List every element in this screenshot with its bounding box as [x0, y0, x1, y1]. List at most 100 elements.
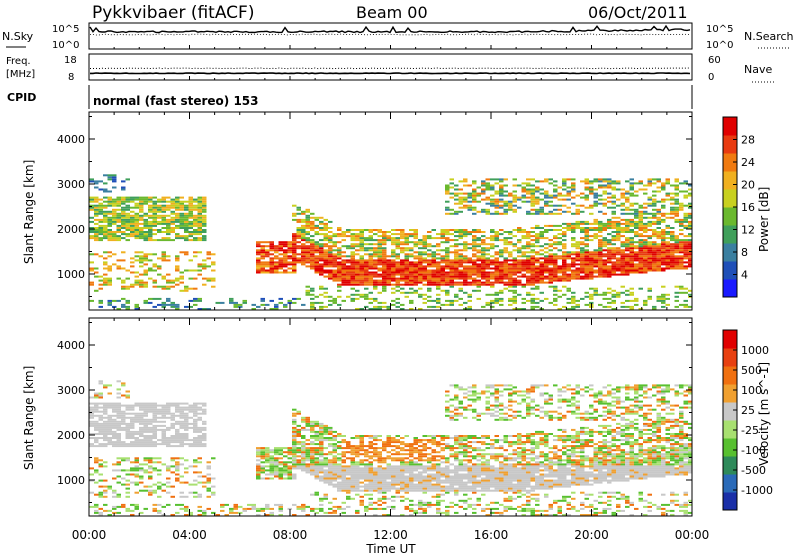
data-cell [319, 308, 324, 310]
data-cell [616, 251, 621, 254]
data-cell [611, 243, 616, 246]
data-cell [130, 441, 135, 444]
data-cell [422, 275, 427, 278]
data-cell [431, 283, 436, 286]
data-cell [175, 463, 180, 466]
data-cell [589, 227, 594, 229]
data-cell [256, 269, 261, 272]
data-cell [683, 180, 688, 183]
data-cell [395, 265, 400, 268]
data-cell [674, 243, 679, 246]
data-cell [602, 263, 607, 266]
data-cell [355, 273, 360, 276]
data-cell [490, 194, 495, 197]
data-cell [674, 210, 679, 213]
data-cell [557, 198, 562, 201]
data-cell [611, 231, 616, 233]
data-cell [283, 257, 288, 260]
data-cell [656, 218, 661, 221]
data-cell [296, 241, 301, 244]
data-cell [521, 237, 526, 240]
data-cell [512, 198, 517, 201]
data-cell [296, 451, 301, 454]
data-cell [575, 222, 580, 225]
data-cell [323, 295, 328, 298]
data-cell [274, 465, 279, 468]
data-cell [310, 251, 315, 254]
data-cell [197, 299, 202, 302]
data-cell [427, 255, 432, 258]
data-cell [328, 263, 333, 266]
data-cell [490, 231, 495, 233]
data-cell [413, 251, 418, 254]
data-cell [584, 196, 589, 199]
data-cell [445, 231, 450, 233]
data-cell [665, 247, 670, 250]
data-cell [413, 273, 418, 276]
data-cell [611, 237, 616, 240]
data-cell [278, 253, 283, 256]
data-cell [206, 487, 211, 490]
data-cell [373, 299, 378, 302]
data-cell [548, 285, 553, 288]
data-cell [431, 275, 436, 278]
data-cell [580, 241, 585, 244]
data-cell [629, 218, 634, 221]
data-cell [130, 467, 135, 470]
data-cell [103, 196, 108, 199]
data-cell [301, 249, 306, 252]
data-cell [112, 305, 117, 308]
data-cell [580, 267, 585, 270]
data-cell [332, 279, 337, 282]
data-cell [508, 285, 513, 288]
data-cell [395, 261, 400, 264]
data-cell [125, 422, 130, 425]
data-cell [521, 308, 526, 310]
data-cell [620, 253, 625, 256]
data-cell [526, 184, 531, 187]
data-cell [139, 406, 144, 409]
data-cell [332, 301, 337, 304]
data-cell [404, 265, 409, 268]
data-cell [584, 233, 589, 236]
data-cell [665, 263, 670, 266]
data-cell [476, 237, 481, 240]
data-cell [166, 196, 171, 199]
data-cell [616, 198, 621, 201]
data-cell [454, 253, 459, 256]
data-cell [112, 441, 117, 444]
data-cell [373, 239, 378, 242]
data-cell [508, 267, 513, 270]
data-cell [188, 410, 193, 413]
data-cell [287, 467, 292, 470]
data-cell [364, 467, 369, 470]
data-cell [625, 245, 630, 248]
data-cell [661, 241, 666, 244]
data-cell [125, 430, 130, 433]
data-cell [454, 259, 459, 262]
data-cell [517, 281, 522, 284]
data-cell [184, 412, 189, 415]
data-cell [292, 235, 297, 238]
data-cell [643, 216, 648, 219]
data-cell [503, 231, 508, 233]
data-cell [445, 261, 450, 264]
data-cell [472, 271, 477, 274]
data-cell [422, 261, 427, 264]
data-cell [152, 433, 157, 435]
data-cell [571, 227, 576, 229]
data-cell [472, 206, 477, 209]
data-cell [404, 255, 409, 258]
data-cell [319, 233, 324, 236]
data-cell [535, 253, 540, 256]
data-cell [355, 471, 360, 474]
data-cell [458, 289, 463, 292]
data-cell [188, 214, 193, 217]
data-cell [130, 224, 135, 227]
data-cell [152, 467, 157, 470]
data-cell [359, 239, 364, 242]
data-cell [445, 206, 450, 209]
data-cell [553, 297, 558, 300]
data-cell [94, 481, 99, 484]
data-cell [139, 198, 144, 201]
